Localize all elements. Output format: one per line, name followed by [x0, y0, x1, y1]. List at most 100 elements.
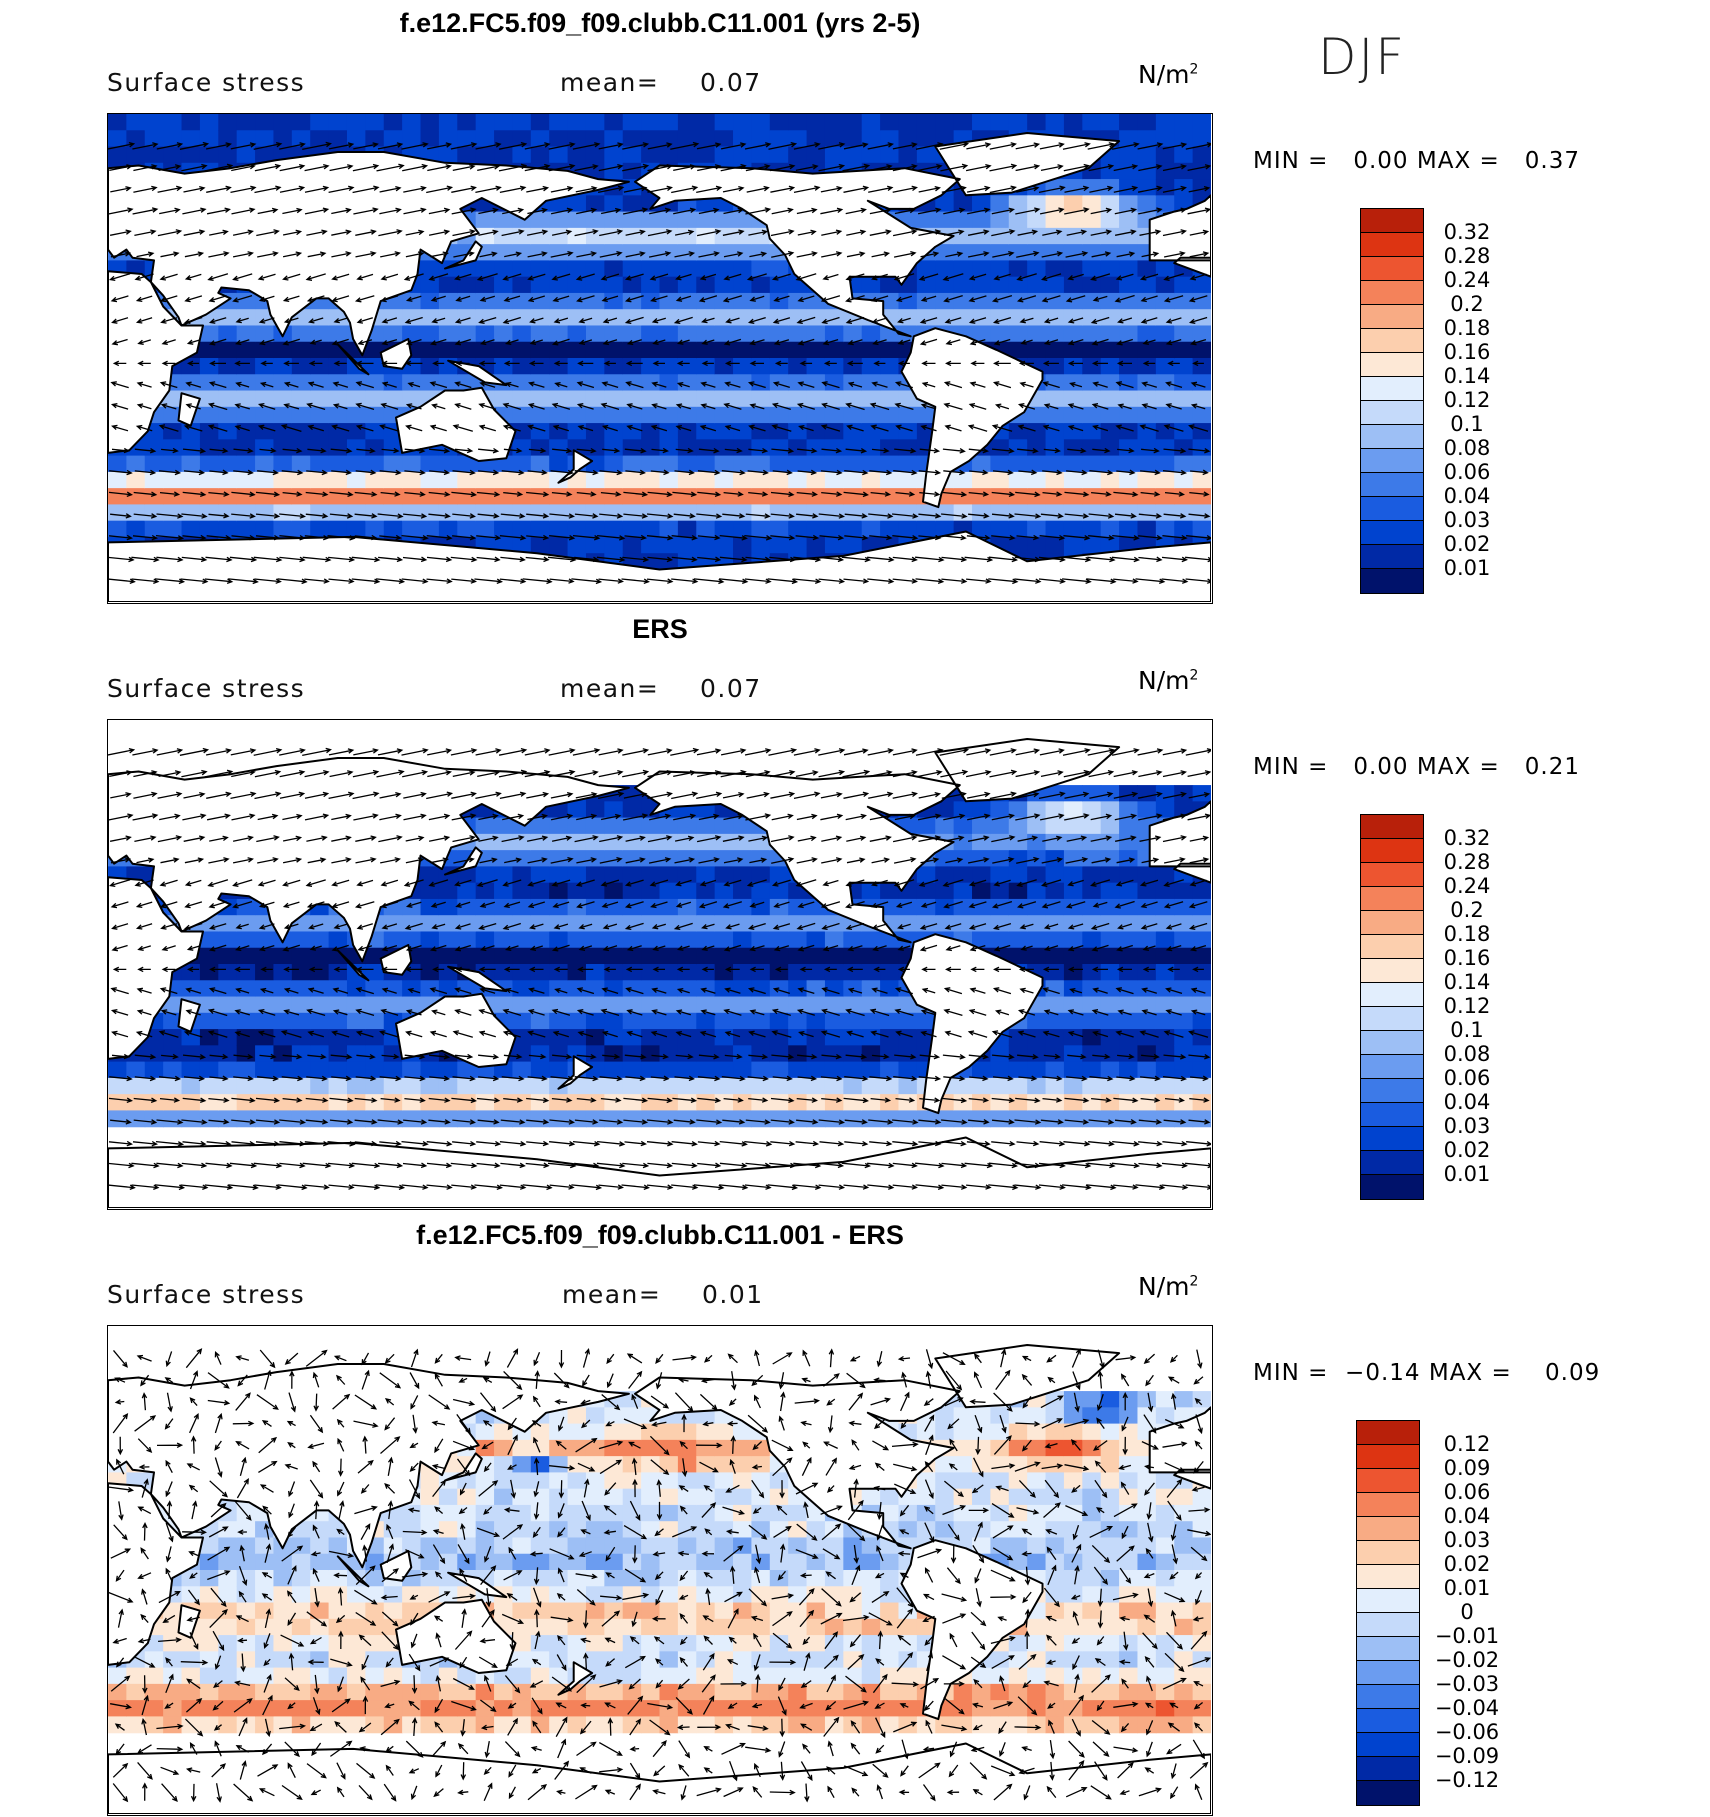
field-cell: [457, 1078, 476, 1095]
field-cell: [218, 915, 237, 932]
field-cell: [972, 504, 991, 521]
field-cell: [512, 964, 531, 981]
field-cell: [972, 293, 991, 310]
field-cell: [990, 439, 1009, 456]
stress-arrow: [892, 1142, 917, 1146]
field-cell: [825, 997, 844, 1014]
field-cell: [1009, 212, 1028, 229]
field-cell: [163, 1045, 182, 1062]
field-cell: [843, 488, 862, 505]
field-cell: [1009, 456, 1028, 473]
field-cell: [1119, 439, 1138, 456]
field-cell: [549, 228, 568, 245]
field-cell: [512, 244, 531, 261]
field-cell: [310, 309, 329, 326]
field-cell: [751, 980, 770, 997]
field-cell: [641, 915, 660, 932]
field-cell: [218, 147, 237, 164]
field-cell: [1027, 407, 1046, 424]
map-model: [107, 113, 1213, 604]
field-cell: [1101, 488, 1120, 505]
field-cell: [439, 1062, 458, 1079]
field-cell: [990, 456, 1009, 473]
field-cell: [310, 915, 329, 932]
field-cell: [494, 504, 513, 521]
field-cell: [641, 260, 660, 277]
field-cell: [218, 439, 237, 456]
field-cell: [218, 1094, 237, 1111]
field-cell: [751, 114, 770, 131]
field-cell: [310, 964, 329, 981]
field-cell: [1064, 260, 1083, 277]
field-cell: [549, 309, 568, 326]
field-cell: [751, 488, 770, 505]
field-cell: [880, 147, 899, 164]
field-cell: [1174, 114, 1193, 131]
field-cell: [935, 866, 954, 883]
field-cell: [1064, 391, 1083, 408]
field-cell: [678, 504, 697, 521]
field-cell: [347, 1078, 366, 1095]
field-cell: [531, 850, 550, 867]
field-cell: [1156, 456, 1175, 473]
field-cell: [733, 834, 752, 851]
field-cell: [1174, 488, 1193, 505]
field-cell: [1156, 931, 1175, 948]
field-cell: [494, 899, 513, 916]
field-cell: [751, 931, 770, 948]
field-cell: [237, 1045, 256, 1062]
field-cell: [1193, 931, 1211, 948]
field-cell: [531, 964, 550, 981]
field-cell: [586, 309, 605, 326]
field-cell: [715, 1013, 734, 1030]
field-cell: [678, 309, 697, 326]
field-cell: [255, 456, 274, 473]
stress-arrow: [452, 1142, 475, 1146]
colorbar-swatch: [1361, 545, 1423, 569]
field-cell: [880, 456, 899, 473]
field-cell: [439, 147, 458, 164]
field-cell: [880, 504, 899, 521]
field-cell: [1027, 504, 1046, 521]
field-cell: [568, 818, 587, 835]
field-cell: [108, 1062, 127, 1079]
field-cell: [218, 504, 237, 521]
field-cell: [1156, 358, 1175, 375]
field-cell: [329, 931, 348, 948]
field-cell: [696, 915, 715, 932]
field-cell: [954, 244, 973, 261]
field-cell: [1119, 260, 1138, 277]
field-cell: [237, 915, 256, 932]
field-cell: [1009, 1062, 1028, 1079]
field-cell: [954, 818, 973, 835]
field-cell: [678, 521, 697, 538]
mean-label: mean=: [560, 674, 659, 703]
min-max-readout: MIN = 0.00 MAX = 0.37: [1253, 148, 1580, 174]
field-cell: [990, 228, 1009, 245]
field-cell: [512, 931, 531, 948]
field-cell: [586, 114, 605, 131]
field-cell: [531, 391, 550, 408]
field-cell: [1064, 1094, 1083, 1111]
field-cell: [604, 1094, 623, 1111]
field-cell: [365, 1045, 384, 1062]
field-cell: [549, 488, 568, 505]
field-cell: [1046, 818, 1065, 835]
field-cell: [825, 915, 844, 932]
field-cell: [641, 1029, 660, 1046]
field-cell: [972, 1062, 991, 1079]
field-cell: [457, 1094, 476, 1111]
field-cell: [972, 899, 991, 916]
field-cell: [843, 1013, 862, 1030]
field-cell: [788, 1110, 807, 1127]
field-cell: [990, 1062, 1009, 1079]
field-cell: [1046, 980, 1065, 997]
field-cell: [733, 358, 752, 375]
field-cell: [807, 1078, 826, 1095]
field-cell: [384, 472, 403, 489]
field-cell: [1046, 488, 1065, 505]
field-cell: [770, 1045, 789, 1062]
field-cell: [255, 325, 274, 342]
field-cell: [476, 488, 495, 505]
field-cell: [733, 325, 752, 342]
